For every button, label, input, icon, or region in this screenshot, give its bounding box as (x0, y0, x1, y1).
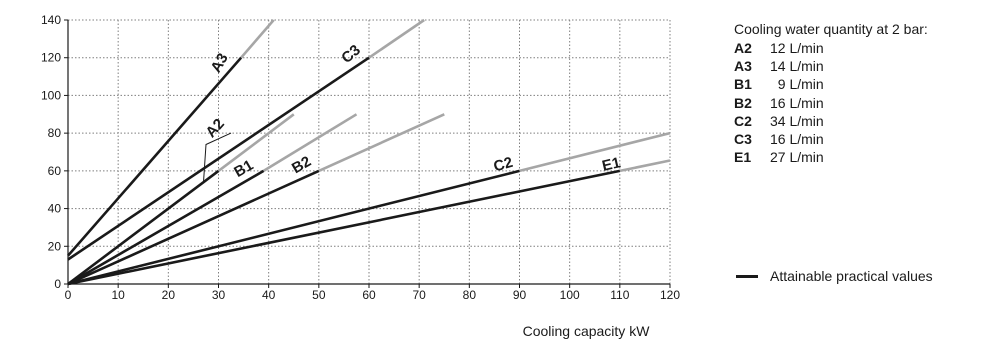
practical-legend-label: Attainable practical values (770, 268, 933, 284)
y-tick-label: 60 (48, 164, 62, 178)
practical-legend: Attainable practical values (736, 268, 933, 284)
y-tick-label: 40 (48, 202, 62, 216)
legend-entry-value: 16 L/min (770, 130, 824, 147)
legend-entry-value: 9 L/min (770, 76, 824, 93)
y-tick-label: 0 (54, 277, 61, 291)
x-tick-label: 100 (560, 288, 580, 302)
series-c2-attainable (67, 169, 520, 286)
series-a2-extended (217, 113, 295, 172)
series-e1-extended (619, 159, 671, 173)
x-tick-label: 70 (412, 288, 426, 302)
series-lines (67, 18, 671, 286)
y-tick-label: 80 (48, 126, 62, 140)
x-tick-label: 30 (212, 288, 226, 302)
a2-label-leader (203, 132, 232, 183)
legend-entry-value: 27 L/min (770, 149, 824, 166)
series-b2-extended (318, 113, 445, 173)
y-tick-label: 20 (48, 239, 62, 253)
legend-entry-code: C3 (734, 130, 752, 147)
series-b1-extended (262, 113, 358, 173)
series-b1-attainable (67, 169, 265, 286)
legend-entry: B1 9 L/min (734, 75, 928, 93)
y-tick-label: 140 (41, 13, 61, 27)
legend-entry: E1 27 L/min (734, 148, 928, 166)
series-c2-extended (519, 131, 671, 173)
x-tick-label: 20 (162, 288, 176, 302)
legend-entry-code: C2 (734, 112, 752, 129)
curve-label-a2: A2 (202, 115, 227, 141)
legend-entry-value: 16 L/min (770, 94, 824, 111)
x-tick-label: 10 (111, 288, 125, 302)
legend-entry-code: B1 (734, 76, 752, 93)
series-c3-attainable (67, 56, 370, 261)
series-c3-extended (368, 18, 425, 59)
x-axis-label: Cooling capacity kW (523, 323, 651, 339)
y-tick-label: 120 (41, 51, 61, 65)
legend-entry-code: A3 (734, 58, 752, 75)
x-tick-label: 50 (312, 288, 326, 302)
legend: Cooling water quantity at 2 bar: A2 12 L/… (734, 20, 928, 166)
x-tick-label: 60 (362, 288, 376, 302)
series-a2-attainable (67, 169, 220, 286)
legend-entry-code: E1 (734, 149, 752, 166)
x-tick-label: 80 (463, 288, 477, 302)
x-tick-label: 0 (65, 288, 72, 302)
axes (64, 19, 671, 288)
chart: 0 20 40 60 80 100 120 140 0 10 20 30 40 50 60 70 80 90 100… (41, 13, 680, 339)
legend-entry-value: 14 L/min (770, 58, 824, 75)
curve-label-c2: C2 (492, 154, 515, 176)
legend-entry-code: B2 (734, 94, 752, 111)
legend-entry: A3 14 L/min (734, 57, 928, 75)
legend-entries: A2 12 L/min A3 14 L/min B1 9 L/min B2 16 L/min… (734, 39, 928, 166)
x-tick-label: 40 (262, 288, 276, 302)
legend-entry-value: 12 L/min (770, 40, 824, 56)
x-tick-label: 120 (660, 288, 680, 302)
legend-entry: A2 12 L/min (734, 39, 928, 57)
legend-entry-code: A2 (734, 40, 752, 56)
legend-title: Cooling water quantity at 2 bar: (734, 21, 928, 37)
practical-line-swatch (736, 274, 758, 278)
x-tick-label: 110 (610, 288, 629, 302)
curve-label-e1: E1 (600, 154, 622, 175)
x-tick-label: 90 (513, 288, 527, 302)
y-tick-label: 100 (41, 88, 61, 102)
legend-entry: B2 16 L/min (734, 94, 928, 112)
legend-entry-value: 34 L/min (770, 112, 824, 129)
series-b2-attainable (67, 169, 320, 286)
series-e1-attainable (67, 169, 621, 286)
series-a3-extended (240, 19, 275, 59)
tick-labels: 0 20 40 60 80 100 120 140 0 10 20 30 40 50 60 70 80 90 100… (41, 13, 680, 302)
legend-entry: C2 34 L/min (734, 112, 928, 130)
series-a3-attainable (67, 56, 243, 257)
legend-entry: C3 16 L/min (734, 130, 928, 148)
